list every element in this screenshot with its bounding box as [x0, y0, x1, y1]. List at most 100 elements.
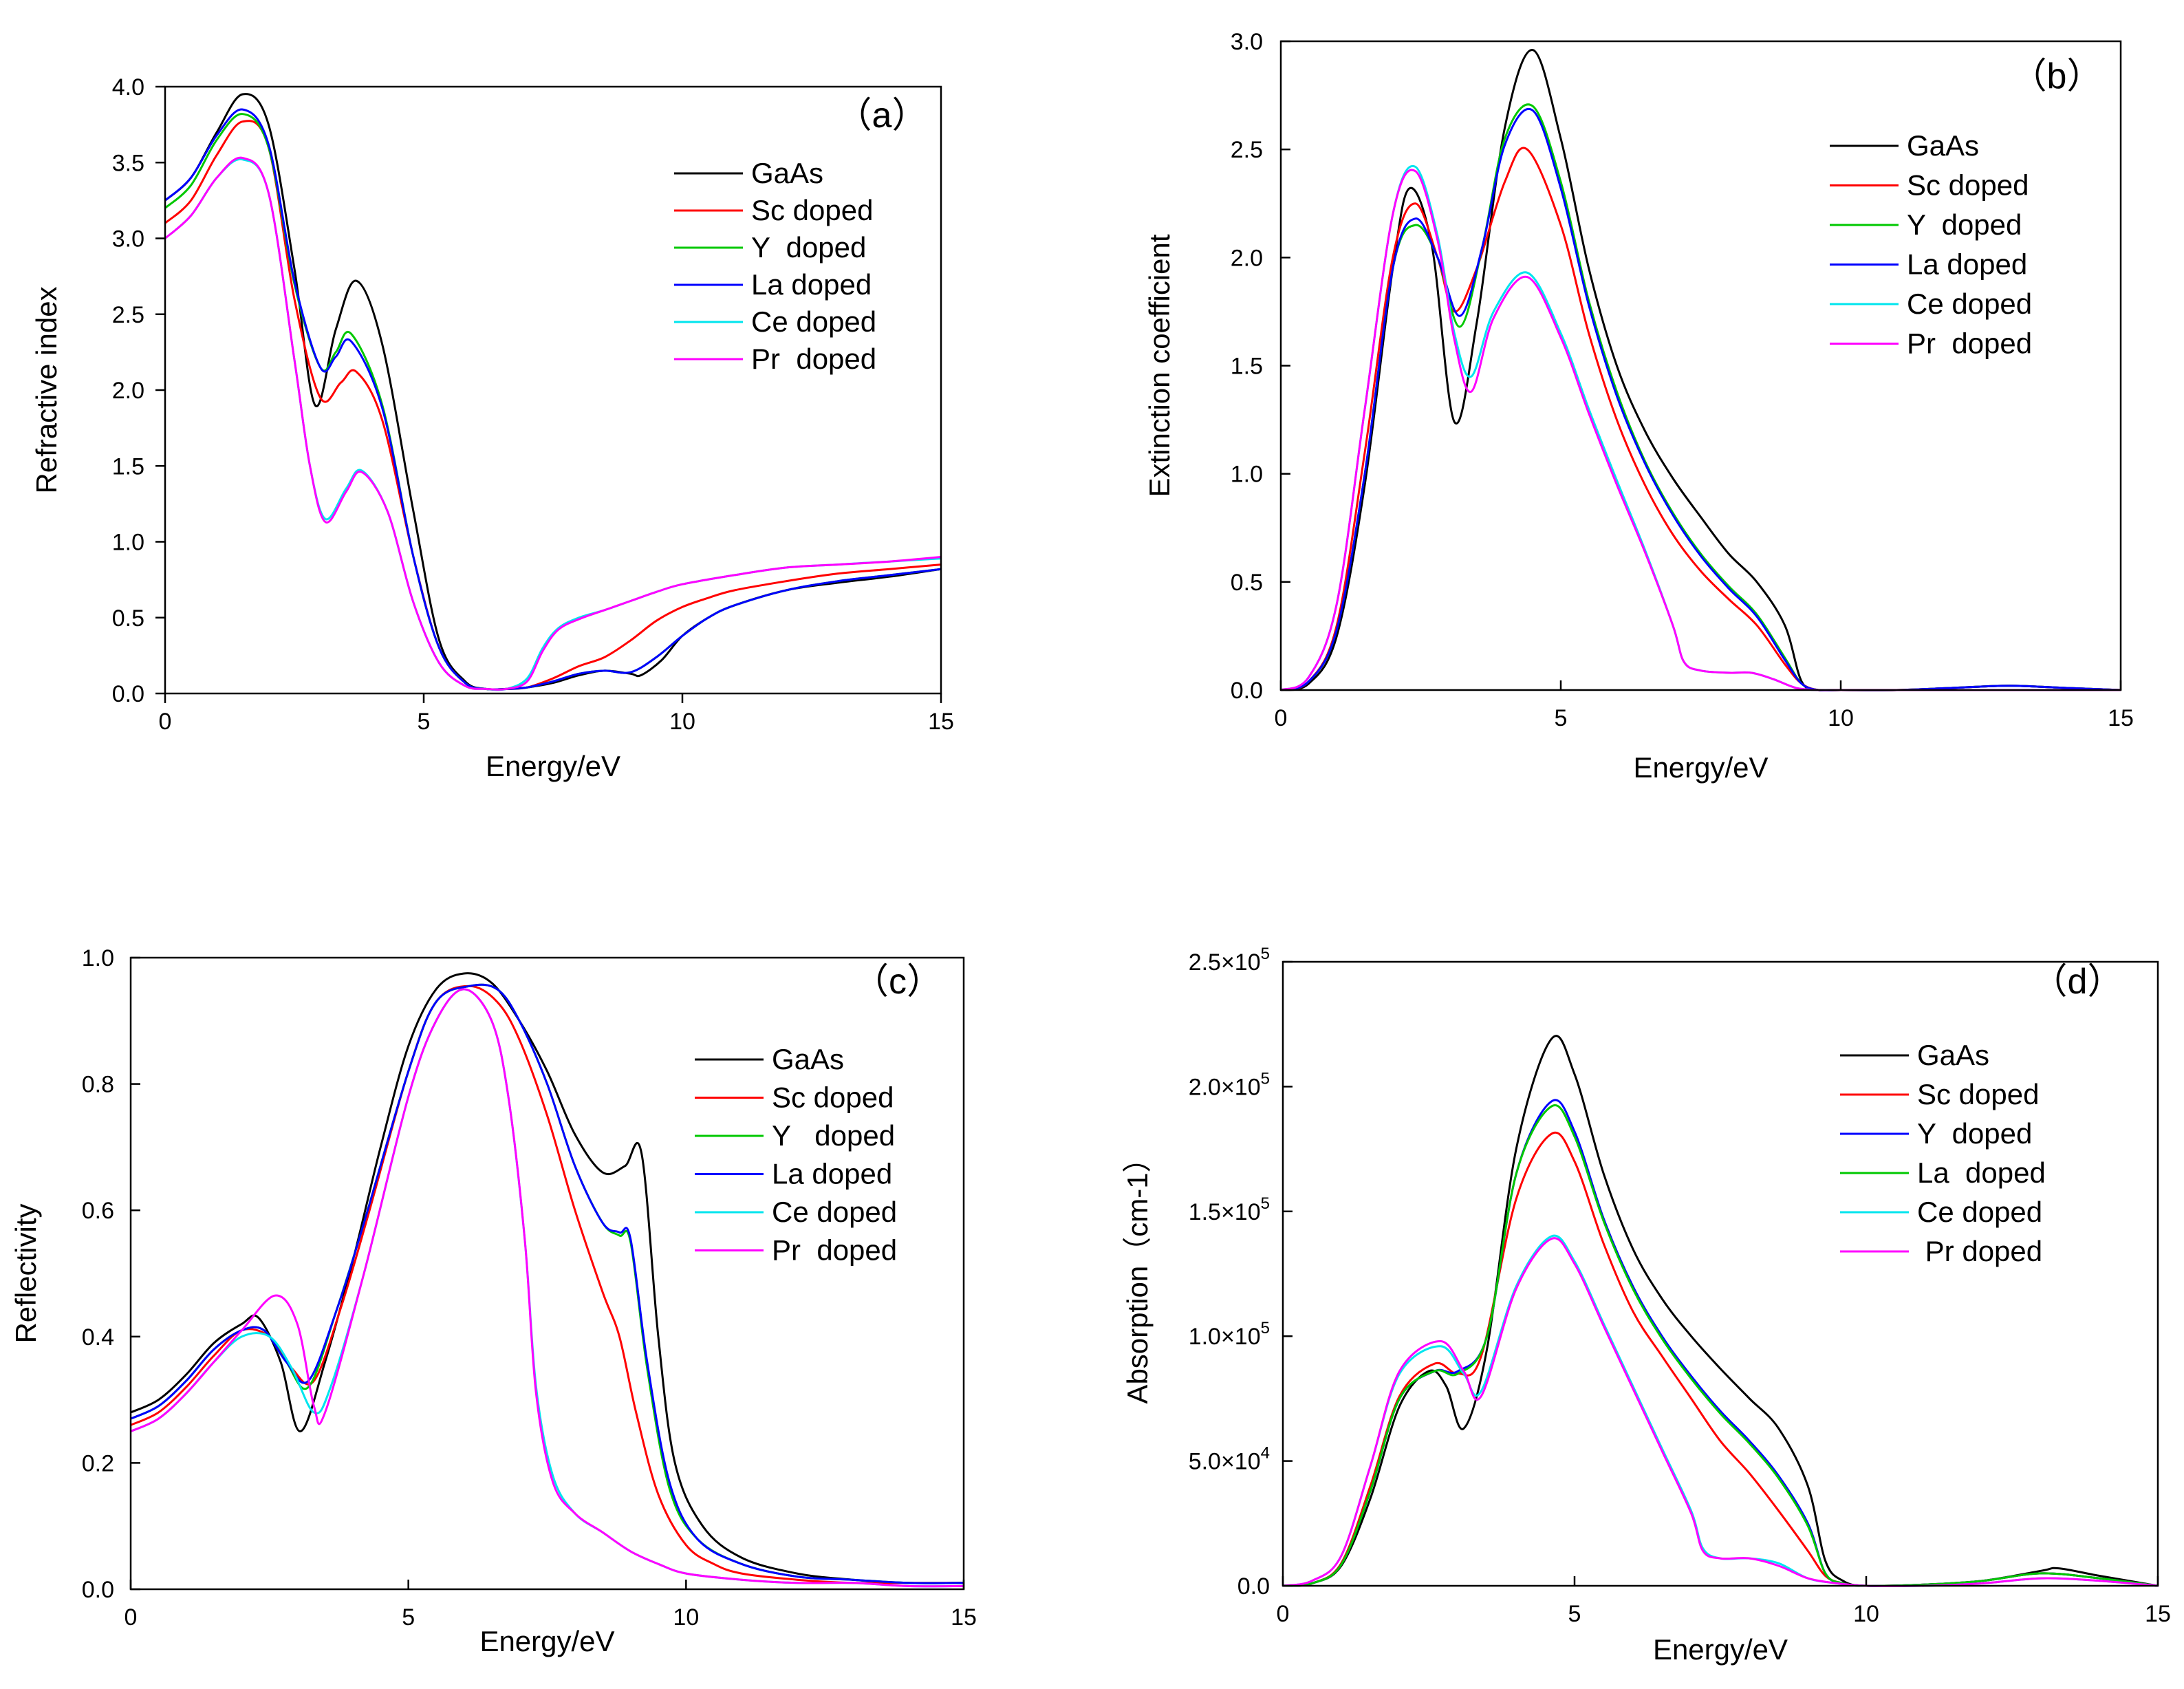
panel-label: （a）	[836, 96, 928, 136]
legend-label-la-doped: La doped	[1917, 1157, 2046, 1189]
panel-c: 0 5 10 15 0.0 0.2 0.4 0.6 0.8 1.0 Energy/eV Reflect…	[10, 945, 977, 1657]
y-axis-label: Refractive index	[30, 286, 63, 493]
legend: GaAs Sc doped Y doped La doped Ce doped Pr do…	[674, 157, 876, 375]
legend-label-gaas: GaAs	[1907, 129, 1979, 162]
y-tick-label: 0.8	[82, 1072, 114, 1098]
plot-frame	[164, 85, 942, 695]
y-tick-label: 1.5×105	[1189, 1194, 1270, 1225]
legend-label-la-doped: La doped	[1907, 248, 2027, 281]
legend-label-ce-doped: Ce doped	[1907, 288, 2032, 320]
legend-label-gaas: GaAs	[751, 157, 823, 189]
legend-label-la-doped: La doped	[772, 1158, 892, 1190]
y-tick-label: 4.0	[112, 74, 144, 100]
series-line-gaas	[165, 93, 941, 691]
legend-label-pr-doped: Pr doped	[772, 1234, 897, 1267]
legend-label-pr-doped: Pr doped	[1907, 327, 2032, 360]
legend-label-y-doped: Y doped	[751, 231, 866, 263]
x-tick-label: 0	[1275, 705, 1288, 731]
legend-label-pr-doped: Pr doped	[751, 343, 876, 375]
legend: GaAs Sc doped Y doped La doped Ce doped Pr do…	[1830, 129, 2032, 360]
x-tick-label: 5	[1568, 1601, 1581, 1627]
x-tick-label: 15	[2108, 705, 2134, 731]
series-group	[131, 972, 964, 1588]
series-line-ce-doped	[131, 988, 964, 1588]
y-tick-label: 0.0	[1231, 678, 1263, 704]
y-axis-label: Reflectivity	[10, 1203, 42, 1343]
y-tick-label: 0.5	[112, 605, 144, 632]
legend-label-ce-doped: Ce doped	[772, 1196, 897, 1228]
panel-label: （b）	[2011, 56, 2103, 96]
series-line-sc-doped	[131, 985, 964, 1584]
series-line-pr-doped	[165, 156, 941, 691]
plot-frame	[129, 956, 965, 1591]
legend-label-sc-doped: Sc doped	[751, 194, 873, 226]
legend-label-gaas: GaAs	[1917, 1039, 1989, 1071]
y-tick-label: 1.0	[1231, 462, 1263, 488]
y-tick-label: 1.5	[112, 453, 144, 480]
y-tick-label: 2.5	[1231, 137, 1263, 163]
legend: GaAs Sc doped Y doped La doped Ce doped Pr d…	[1840, 1039, 2046, 1267]
legend-label-sc-doped: Sc doped	[772, 1082, 894, 1114]
y-tick-label: 2.0	[112, 378, 144, 404]
x-tick-label: 5	[402, 1604, 415, 1631]
plot-frame	[1279, 40, 2122, 691]
x-tick-label: 0	[125, 1604, 138, 1631]
panel-d: 0 5 10 15 0.0 5.0×104 1.0×105 1.5×105 2.0×105 2.5…	[1121, 945, 2171, 1666]
y-tick-label: 3.5	[112, 150, 144, 176]
x-tick-label: 15	[2145, 1601, 2171, 1627]
y-tick-label: 1.5	[1231, 354, 1263, 380]
y-axis-label: Extinction coefficient	[1143, 234, 1176, 497]
y-tick-label: 0.0	[1237, 1573, 1270, 1600]
panel-label: （d）	[2032, 962, 2123, 1002]
legend-label-sc-doped: Sc doped	[1917, 1078, 2039, 1110]
panel-label: （c）	[853, 962, 942, 1002]
legend-label-la-doped: La doped	[751, 268, 872, 301]
y-tick-label: 5.0×104	[1189, 1444, 1270, 1475]
y-tick-label: 1.0	[112, 530, 144, 556]
x-tick-label: 10	[1828, 705, 1854, 731]
legend-label-ce-doped: Ce doped	[1917, 1196, 2042, 1228]
legend-label-gaas: GaAs	[772, 1043, 844, 1075]
y-tick-label: 0.4	[82, 1324, 114, 1351]
x-tick-label: 5	[1555, 705, 1568, 731]
legend-label-y-doped: Y doped	[772, 1119, 895, 1152]
x-tick-label: 5	[418, 709, 431, 735]
y-tick-label: 3.0	[1231, 29, 1263, 55]
y-tick-label: 2.5×105	[1189, 945, 1270, 976]
x-tick-label: 10	[673, 1604, 699, 1631]
y-tick-label: 2.5	[112, 302, 144, 328]
x-axis-label: Energy/eV	[1653, 1633, 1788, 1666]
y-tick-label: 0.6	[82, 1198, 114, 1224]
y-axis-label: Absorption（cm-1）	[1121, 1143, 1154, 1403]
y-tick-label: 0.2	[82, 1450, 114, 1476]
x-tick-label: 10	[1853, 1601, 1879, 1627]
x-axis-label: Energy/eV	[1633, 751, 1768, 784]
y-tick-label: 2.0×105	[1189, 1069, 1270, 1100]
series-line-pr-doped	[131, 988, 964, 1588]
panel-b: 0 5 10 15 0.0 0.5 1.0 1.5 2.0 2.5 3.0 Energy/eV Exti…	[1143, 29, 2134, 784]
y-tick-label: 0.0	[112, 681, 144, 707]
y-tick-label: 1.0	[82, 945, 114, 971]
legend-label-sc-doped: Sc doped	[1907, 169, 2029, 202]
x-tick-label: 15	[951, 1604, 977, 1631]
series-line-ce-doped	[1281, 164, 2121, 691]
y-tick-label: 3.0	[112, 226, 144, 252]
panel-a: 0 5 10 15 0.0 0.5 1.0 1.5 2.0 2.5 3.0 3.5 4.0 Energy/…	[30, 74, 954, 782]
legend-label-pr-doped: Pr doped	[1917, 1235, 2042, 1267]
x-tick-label: 0	[159, 709, 172, 735]
series-line-la-doped	[165, 108, 941, 691]
y-tick-label: 0.5	[1231, 570, 1263, 596]
x-tick-label: 0	[1277, 1601, 1290, 1627]
x-axis-label: Energy/eV	[486, 750, 620, 782]
x-axis-label: Energy/eV	[479, 1625, 614, 1657]
x-tick-label: 10	[669, 709, 695, 735]
plot-frame	[1282, 960, 2159, 1587]
series-group	[1281, 49, 2121, 691]
legend: GaAs Sc doped Y doped La doped Ce doped Pr do…	[695, 1043, 897, 1267]
y-tick-label: 0.0	[82, 1577, 114, 1603]
legend-label-y-doped: Y doped	[1907, 208, 2022, 241]
legend-label-y-doped: Y doped	[1917, 1117, 2032, 1150]
legend-label-ce-doped: Ce doped	[751, 305, 876, 338]
x-tick-label: 15	[928, 709, 954, 735]
